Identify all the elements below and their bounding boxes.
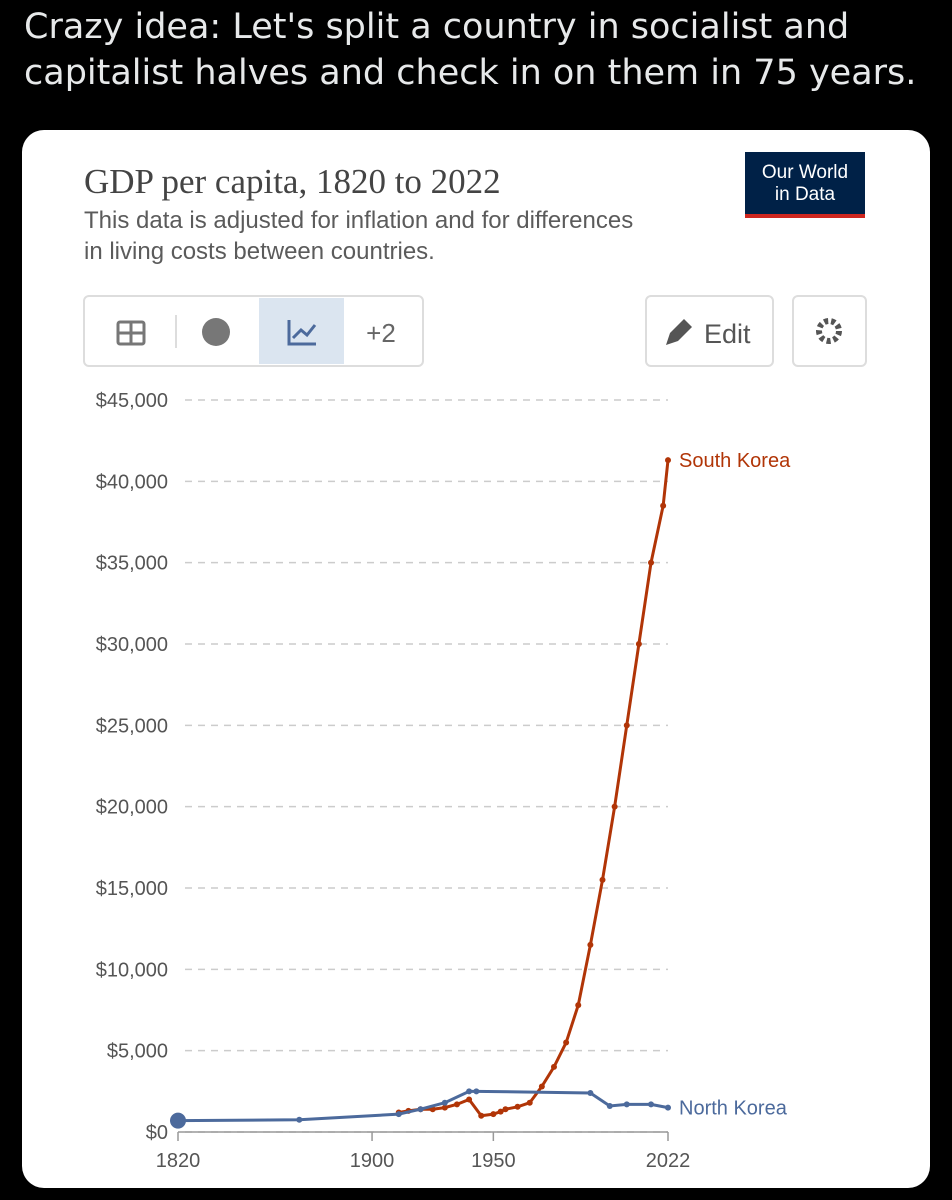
chart-subtitle: This data is adjusted for inflation and … [84,207,634,265]
logo[interactable] [745,152,865,214]
data-point [648,1101,655,1108]
data-point [575,1002,582,1009]
series-label: North Korea [679,1098,788,1120]
data-point [497,1108,504,1115]
data-point [599,876,606,883]
data-point [526,1099,533,1106]
x-tick-label: 1900 [350,1150,395,1172]
data-point [623,722,630,729]
edit-label: Edit [704,319,751,349]
globe-icon[interactable] [202,318,230,346]
data-point [170,1112,186,1129]
data-point [441,1104,448,1111]
data-point [587,1089,594,1096]
data-point [538,1083,545,1090]
series-line [398,460,670,1118]
y-tick-label: $40,000 [96,471,168,493]
data-point [606,1102,613,1109]
data-point [648,559,655,566]
series-line [177,1089,669,1123]
post-text: Crazy idea: Let's split a country in soc… [24,7,917,93]
data-point [587,941,594,948]
subtitle-box: This data is adjusted for inflation and … [84,207,634,265]
data-point [395,1111,402,1118]
data-point [490,1111,497,1118]
x-tick-label: 1950 [471,1150,516,1172]
y-tick-label: $0 [146,1122,168,1144]
y-tick-label: $15,000 [96,878,168,900]
data-point [473,1088,480,1095]
data-point [453,1101,460,1108]
x-tick-label: 1820 [156,1150,201,1172]
y-tick-label: $25,000 [96,715,168,737]
logo-stripe [745,214,865,218]
y-tick-label: $20,000 [96,797,168,819]
y-tick-label: $45,000 [96,390,168,412]
chart-title: GDP per capita, 1820 to 2022 [84,162,501,201]
data-point [417,1106,424,1113]
data-point [441,1099,448,1106]
data-point [296,1116,303,1123]
y-tick-label: $30,000 [96,634,168,656]
data-point [665,1104,671,1111]
settings-button[interactable] [792,295,867,367]
y-tick-label: $10,000 [96,959,168,981]
line-icon-axis[interactable] [287,320,316,346]
pencil-icon [666,319,692,345]
data-point [623,1101,630,1108]
data-point [635,641,642,647]
logo-text: Our World [762,162,848,183]
data-point [550,1063,557,1070]
data-point [665,457,671,464]
line-icon [291,324,317,340]
x-tick-label: 2022 [646,1150,691,1172]
data-point [466,1096,473,1103]
y-tick-label: $5,000 [107,1041,168,1063]
data-point [502,1106,509,1113]
table-icon[interactable] [116,320,146,346]
series-label: South Korea [679,450,791,472]
data-point [563,1039,570,1046]
y-tick-label: $35,000 [96,553,168,575]
edit-button[interactable] [645,295,774,367]
data-point [478,1112,485,1119]
gear-icon [816,318,842,344]
data-point [660,502,667,509]
more-tabs[interactable]: +2 [366,318,396,348]
logo-text: in Data [775,184,836,205]
data-point [611,803,618,810]
data-point [466,1088,473,1095]
data-point [514,1103,521,1110]
